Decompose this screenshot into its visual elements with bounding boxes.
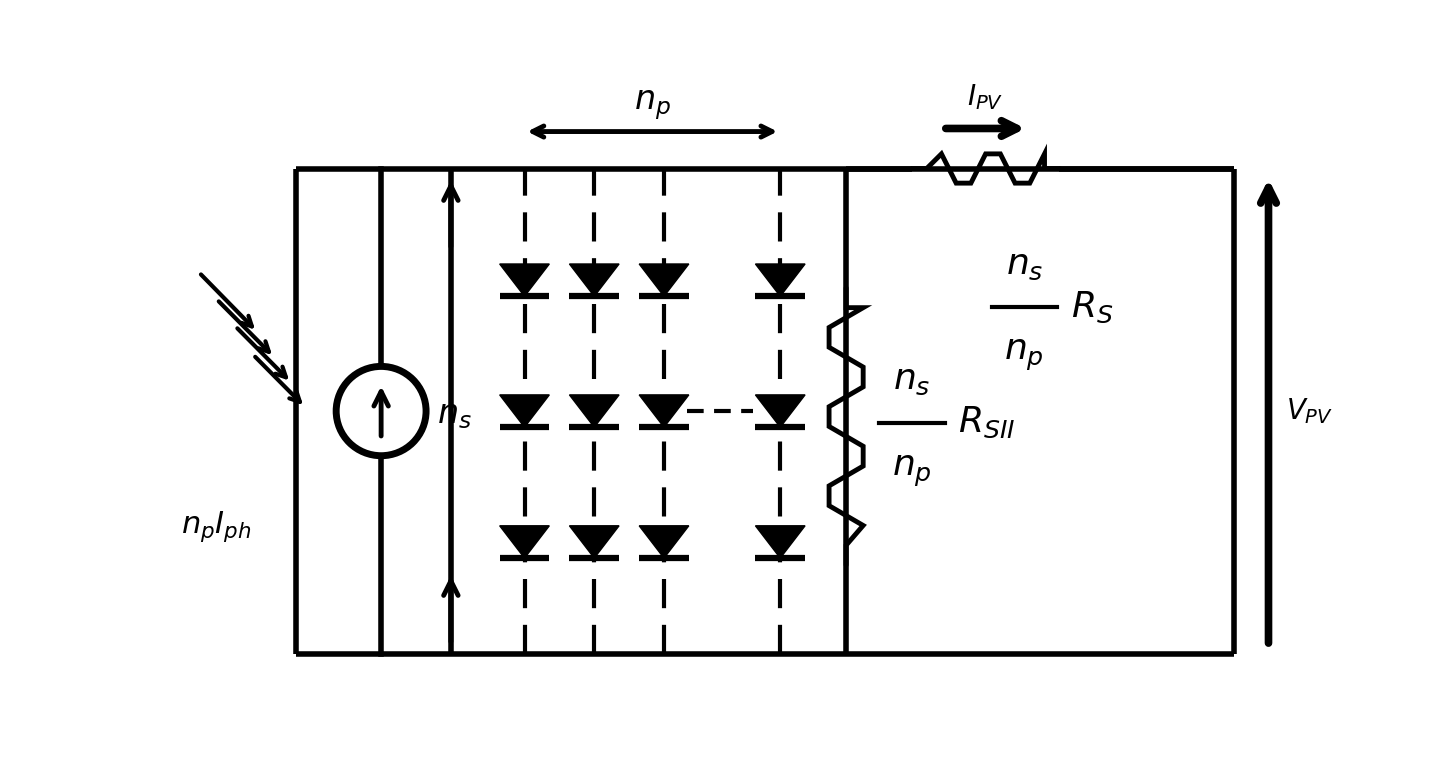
Text: $n_p$: $n_p$	[1004, 338, 1045, 373]
Text: $n_s$: $n_s$	[1006, 248, 1043, 281]
Polygon shape	[500, 395, 549, 428]
Text: $V_{PV}$: $V_{PV}$	[1286, 396, 1332, 426]
Text: $n_s$: $n_s$	[894, 363, 931, 398]
Polygon shape	[756, 526, 805, 558]
Polygon shape	[639, 526, 688, 558]
Text: $R_S$: $R_S$	[1071, 289, 1114, 325]
Text: $n_s$: $n_s$	[437, 398, 471, 431]
Text: $n_p$: $n_p$	[892, 454, 931, 488]
Polygon shape	[569, 526, 619, 558]
Text: $I_{PV}$: $I_{PV}$	[967, 82, 1004, 112]
Polygon shape	[756, 264, 805, 296]
Polygon shape	[500, 526, 549, 558]
Polygon shape	[756, 395, 805, 428]
Text: $n_p$: $n_p$	[634, 88, 671, 122]
Polygon shape	[569, 395, 619, 428]
Polygon shape	[639, 395, 688, 428]
Polygon shape	[639, 264, 688, 296]
Text: $R_{SII}$: $R_{SII}$	[958, 405, 1016, 441]
Polygon shape	[569, 264, 619, 296]
Text: $n_p I_{ph}$: $n_p I_{ph}$	[181, 509, 251, 544]
Polygon shape	[500, 264, 549, 296]
